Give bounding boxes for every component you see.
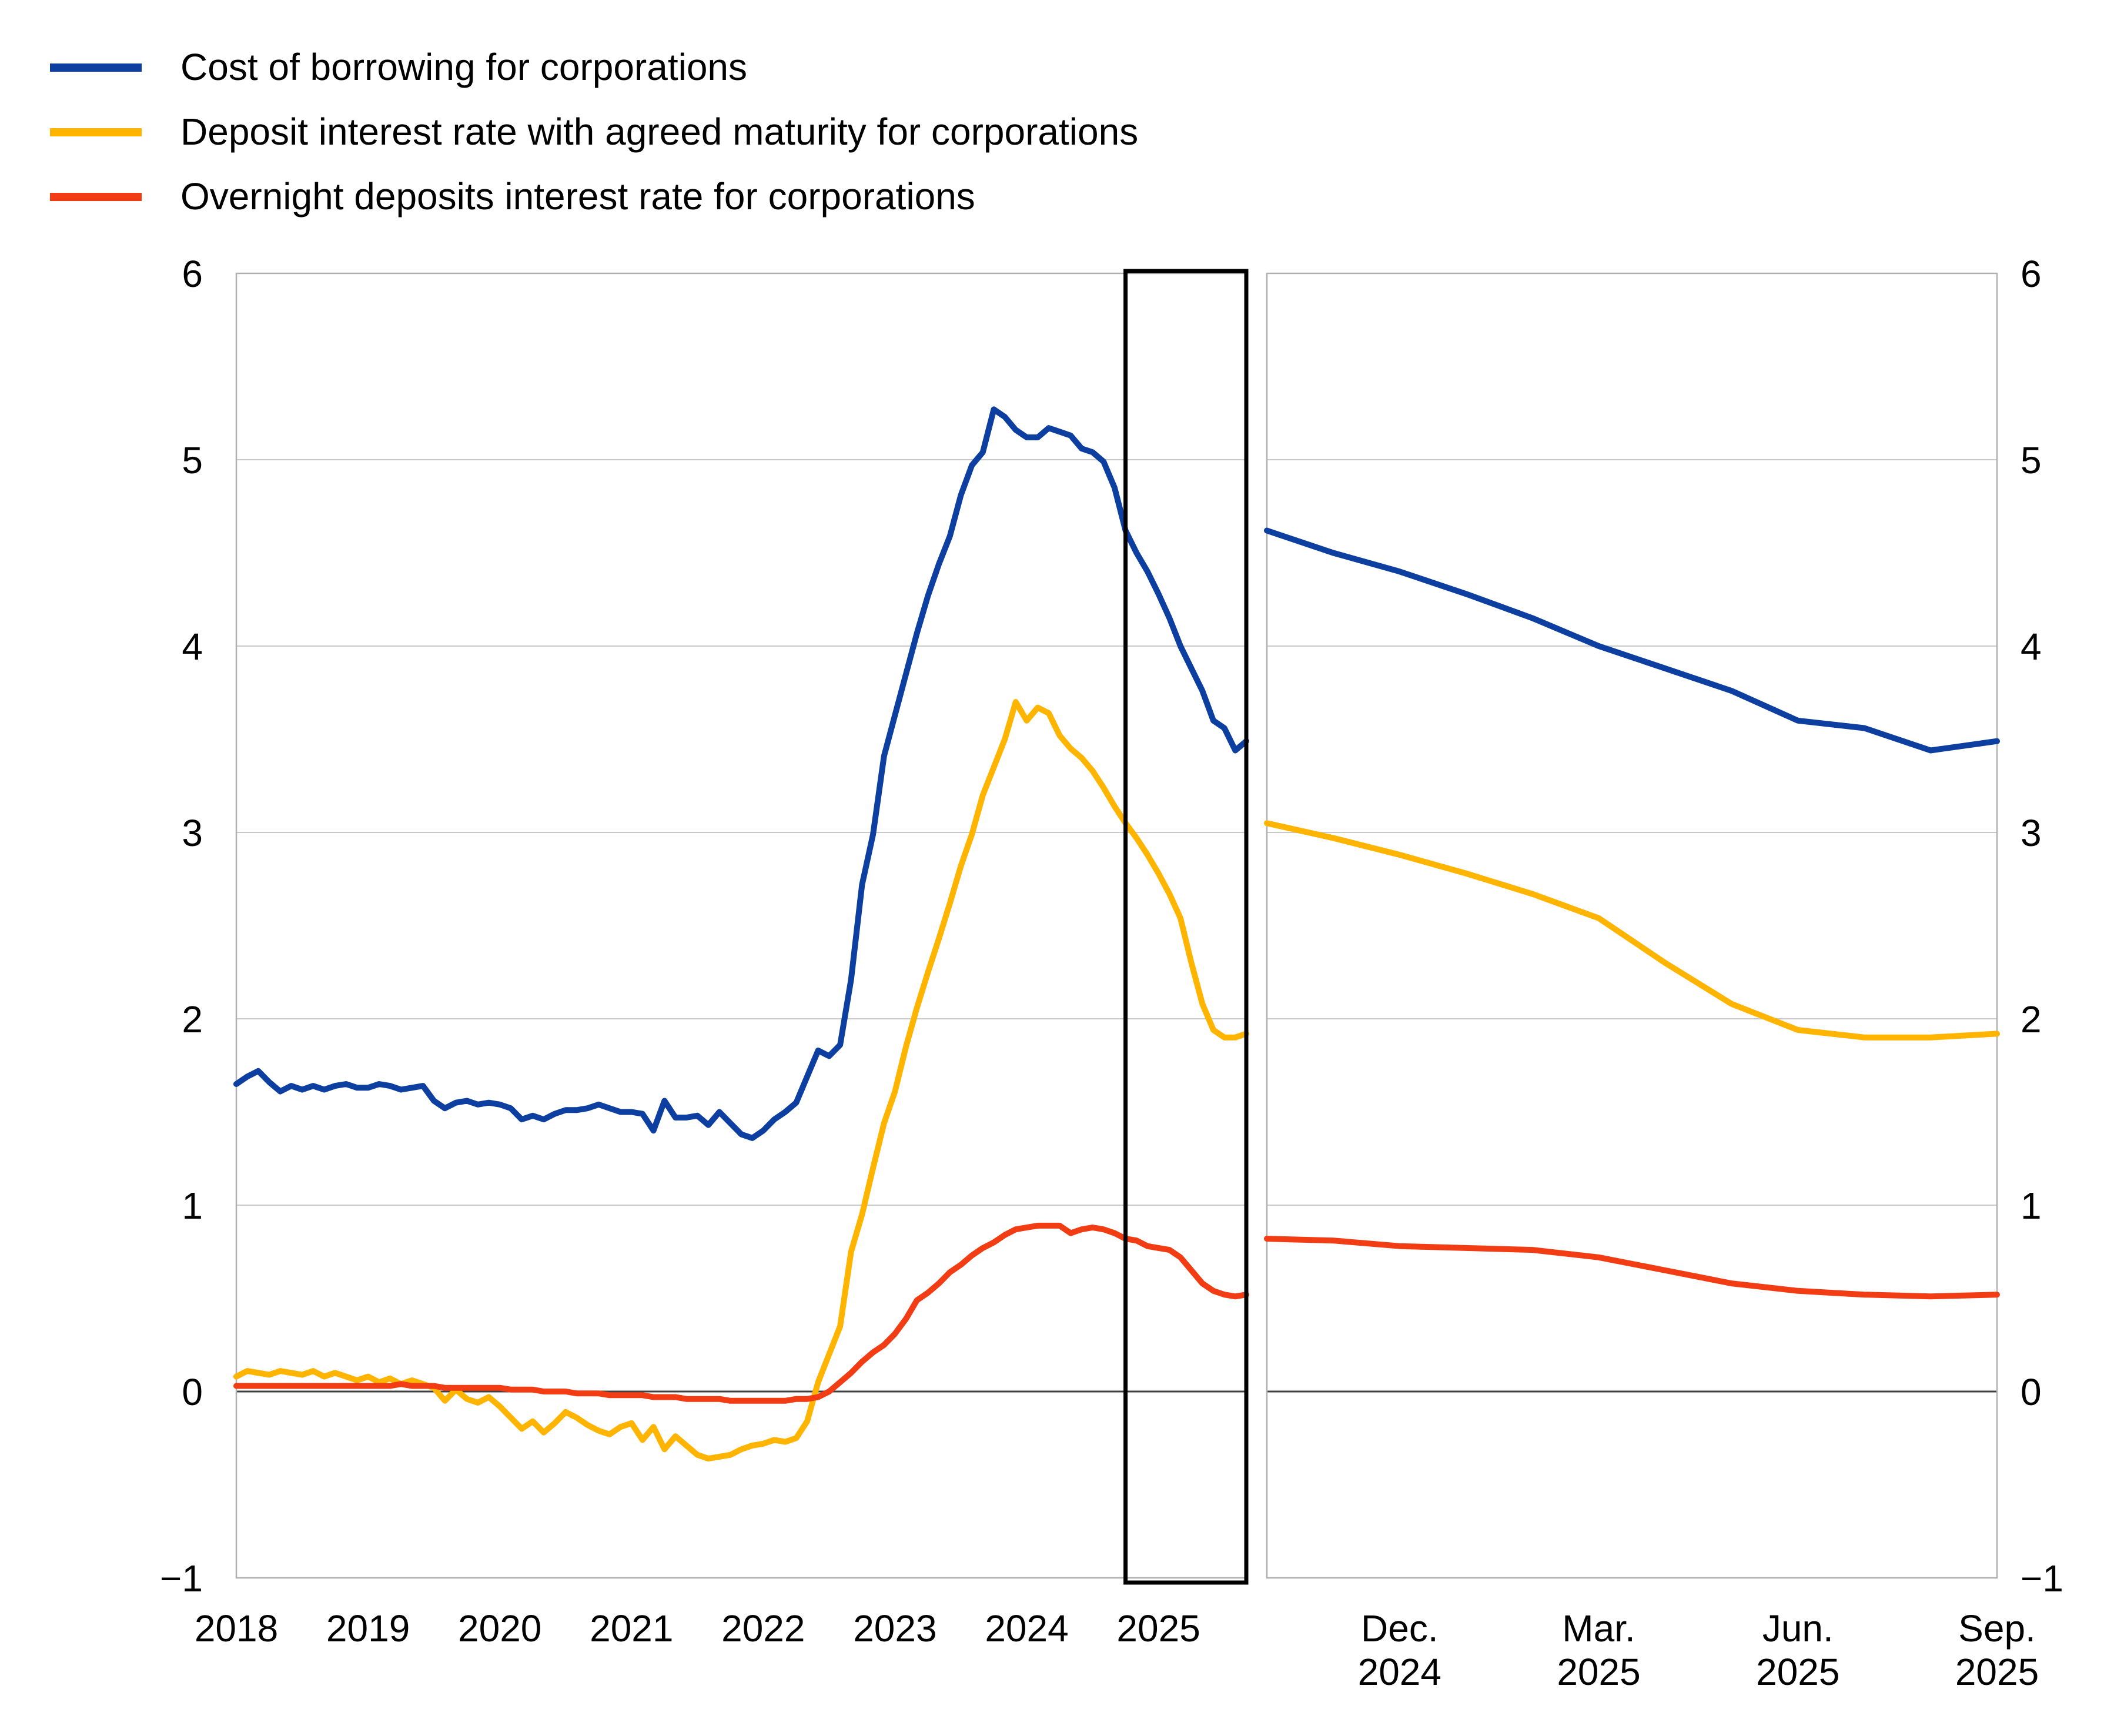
svg-text:4: 4 [2021, 626, 2042, 668]
svg-text:6: 6 [182, 253, 203, 295]
legend-swatch-yellow-line-icon [50, 128, 142, 136]
svg-text:0: 0 [182, 1371, 203, 1413]
svg-text:2025: 2025 [1116, 1607, 1200, 1650]
svg-text:−1: −1 [2021, 1557, 2063, 1600]
svg-text:Jun.: Jun. [1762, 1607, 1834, 1650]
svg-text:2025: 2025 [1955, 1651, 2039, 1693]
svg-text:2: 2 [2021, 998, 2042, 1041]
svg-text:2024: 2024 [1358, 1651, 1441, 1693]
legend-item-overnight-deposits: Overnight deposits interest rate for cor… [50, 176, 1138, 218]
svg-text:2021: 2021 [590, 1607, 673, 1650]
svg-text:Sep.: Sep. [1958, 1607, 2036, 1650]
svg-text:5: 5 [2021, 439, 2042, 481]
svg-text:2: 2 [182, 998, 203, 1041]
svg-text:−1: −1 [160, 1557, 203, 1600]
svg-text:5: 5 [182, 439, 203, 481]
legend-swatch-red-line-icon [50, 193, 142, 201]
svg-text:2020: 2020 [458, 1607, 541, 1650]
svg-text:1: 1 [2021, 1185, 2042, 1227]
legend-swatch-blue-line-icon [50, 63, 142, 72]
svg-text:2022: 2022 [721, 1607, 805, 1650]
svg-text:6: 6 [2021, 253, 2042, 295]
svg-text:Mar.: Mar. [1562, 1607, 1635, 1650]
svg-text:2025: 2025 [1557, 1651, 1640, 1693]
legend-item-cost-of-borrowing: Cost of borrowing for corporations [50, 47, 1138, 88]
svg-text:3: 3 [2021, 812, 2042, 854]
legend-label-overnight-deposits: Overnight deposits interest rate for cor… [180, 175, 975, 218]
legend-item-deposit-agreed-maturity: Deposit interest rate with agreed maturi… [50, 112, 1138, 153]
svg-text:2024: 2024 [985, 1607, 1068, 1650]
legend: Cost of borrowing for corporations Depos… [50, 47, 1138, 218]
svg-text:Dec.: Dec. [1361, 1607, 1439, 1650]
svg-text:4: 4 [182, 626, 203, 668]
svg-text:3: 3 [182, 812, 203, 854]
svg-text:2018: 2018 [195, 1607, 278, 1650]
svg-text:1: 1 [182, 1185, 203, 1227]
legend-label-deposit-agreed-maturity: Deposit interest rate with agreed maturi… [180, 111, 1139, 153]
svg-text:2019: 2019 [326, 1607, 410, 1650]
svg-text:2023: 2023 [853, 1607, 936, 1650]
svg-text:0: 0 [2021, 1371, 2042, 1413]
svg-text:2025: 2025 [1756, 1651, 1839, 1693]
legend-label-cost-of-borrowing: Cost of borrowing for corporations [180, 46, 747, 89]
